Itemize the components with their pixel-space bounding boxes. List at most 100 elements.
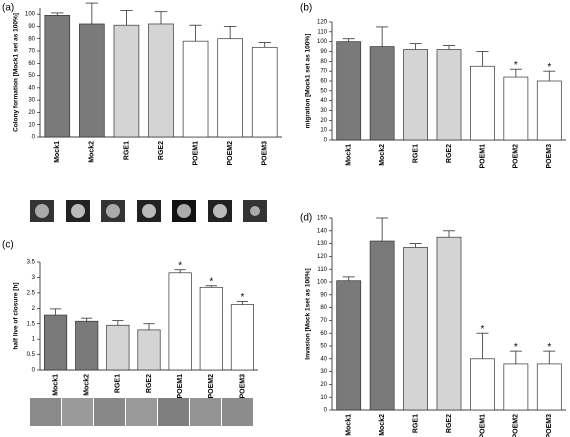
y-tick-label: 60 — [28, 61, 35, 67]
bar — [199, 286, 223, 371]
significance-marker: * — [209, 276, 213, 287]
bar — [106, 324, 130, 371]
bar — [251, 46, 278, 138]
x-tick-label: Mock1 — [52, 374, 59, 396]
y-tick-label: 40 — [320, 356, 327, 362]
panel-label: (b) — [300, 3, 312, 14]
y-tick-label: 10 — [28, 122, 35, 128]
y-tick-label: 50 — [320, 344, 327, 350]
x-tick-label: RGE1 — [412, 144, 419, 163]
y-tick-label: 100 — [317, 280, 328, 286]
x-tick-label: POEM1 — [177, 374, 184, 399]
bar — [369, 240, 395, 411]
wound-image — [158, 398, 189, 426]
y-tick-label: 60 — [320, 331, 327, 337]
bar — [503, 76, 529, 141]
wound-image — [190, 398, 221, 426]
bar — [182, 40, 209, 138]
bar — [470, 65, 495, 141]
wound-image — [222, 398, 253, 426]
significance-marker: * — [547, 342, 551, 353]
bar — [436, 49, 462, 141]
y-axis-label: half live of closure [h] — [13, 282, 20, 349]
bar — [230, 304, 254, 371]
y-tick-label: 3 — [32, 275, 36, 281]
bar-chart: (b) migration [Mock1 set as 100%] 0 10 20 30 4… — [300, 3, 566, 169]
bar — [470, 358, 495, 411]
bar — [403, 49, 428, 141]
y-tick-label: 30 — [28, 98, 35, 104]
y-tick-label: 0.5 — [27, 352, 36, 358]
wound-image — [30, 398, 61, 426]
x-tick-label: RGE1 — [123, 141, 130, 160]
y-tick-label: 20 — [320, 118, 327, 124]
y-tick-label: 70 — [28, 49, 35, 55]
y-tick-label: 130 — [317, 241, 328, 247]
y-tick-label: 20 — [320, 382, 327, 388]
colony-image — [177, 204, 191, 218]
bar — [536, 80, 562, 141]
y-tick-label: 120 — [317, 254, 328, 260]
x-tick-label: RGE2 — [446, 414, 453, 433]
y-tick-label: 50 — [320, 88, 327, 94]
y-tick-label: 30 — [320, 108, 327, 114]
bar — [168, 272, 192, 371]
x-tick-label: RGE2 — [158, 141, 165, 160]
x-tick-label: POEM2 — [208, 374, 215, 399]
x-tick-label: Mock1 — [346, 144, 353, 166]
bar — [217, 38, 243, 138]
panel-label: (c) — [2, 240, 14, 251]
bar — [137, 329, 161, 371]
bar — [44, 314, 68, 371]
bar — [75, 320, 99, 371]
y-tick-label: 0 — [32, 135, 36, 141]
x-tick-label: POEM3 — [239, 374, 246, 399]
y-tick-label: 10 — [320, 395, 327, 401]
y-tick-label: 0 — [32, 368, 36, 374]
x-tick-label: Mock2 — [379, 414, 386, 436]
y-tick-label: 110 — [317, 267, 327, 273]
y-tick-label: 50 — [28, 73, 35, 79]
significance-marker: * — [178, 260, 182, 271]
significance-marker: * — [514, 342, 518, 353]
x-tick-label: RGE2 — [446, 144, 453, 163]
x-tick-label: Mock2 — [379, 144, 386, 166]
bar — [44, 15, 71, 138]
y-axis-label: migration [Mock1 set as 100%] — [305, 34, 312, 129]
bar — [113, 24, 140, 138]
x-tick-label: Mock1 — [346, 414, 353, 436]
y-tick-label: 10 — [320, 128, 327, 134]
x-tick-label: RGE1 — [412, 414, 419, 433]
bar — [79, 23, 105, 138]
wound-image — [126, 398, 157, 426]
wound-images — [30, 398, 253, 426]
y-tick-label: 60 — [320, 79, 327, 85]
y-tick-label: 120 — [317, 20, 328, 26]
x-tick-label: POEM2 — [513, 414, 520, 437]
bar — [403, 247, 428, 411]
x-tick-label: POEM1 — [192, 141, 199, 166]
y-tick-label: 70 — [320, 318, 327, 324]
y-tick-label: 90 — [320, 292, 327, 298]
x-tick-label: POEM1 — [479, 144, 486, 169]
y-tick-label: 3.5 — [27, 260, 36, 266]
bar — [336, 41, 362, 141]
significance-marker: * — [547, 62, 551, 73]
significance-marker: * — [240, 292, 244, 303]
y-tick-label: 2.5 — [27, 290, 36, 296]
x-tick-label: POEM1 — [479, 414, 486, 437]
y-tick-label: 20 — [28, 110, 35, 116]
y-tick-label: 80 — [320, 59, 327, 65]
y-tick-label: 1.5 — [27, 321, 36, 327]
panel-label: (a) — [2, 3, 14, 14]
colony-image — [213, 204, 227, 218]
x-tick-label: Mock2 — [89, 141, 96, 163]
y-tick-label: 40 — [28, 85, 35, 91]
y-axis-label: Invasion [Mock 1set as 100%] — [305, 268, 312, 359]
x-tick-label: Mock1 — [54, 141, 61, 163]
colony-image — [35, 204, 49, 218]
y-tick-label: 30 — [320, 369, 327, 375]
y-tick-label: 110 — [317, 29, 327, 35]
x-tick-label: POEM2 — [513, 144, 520, 169]
